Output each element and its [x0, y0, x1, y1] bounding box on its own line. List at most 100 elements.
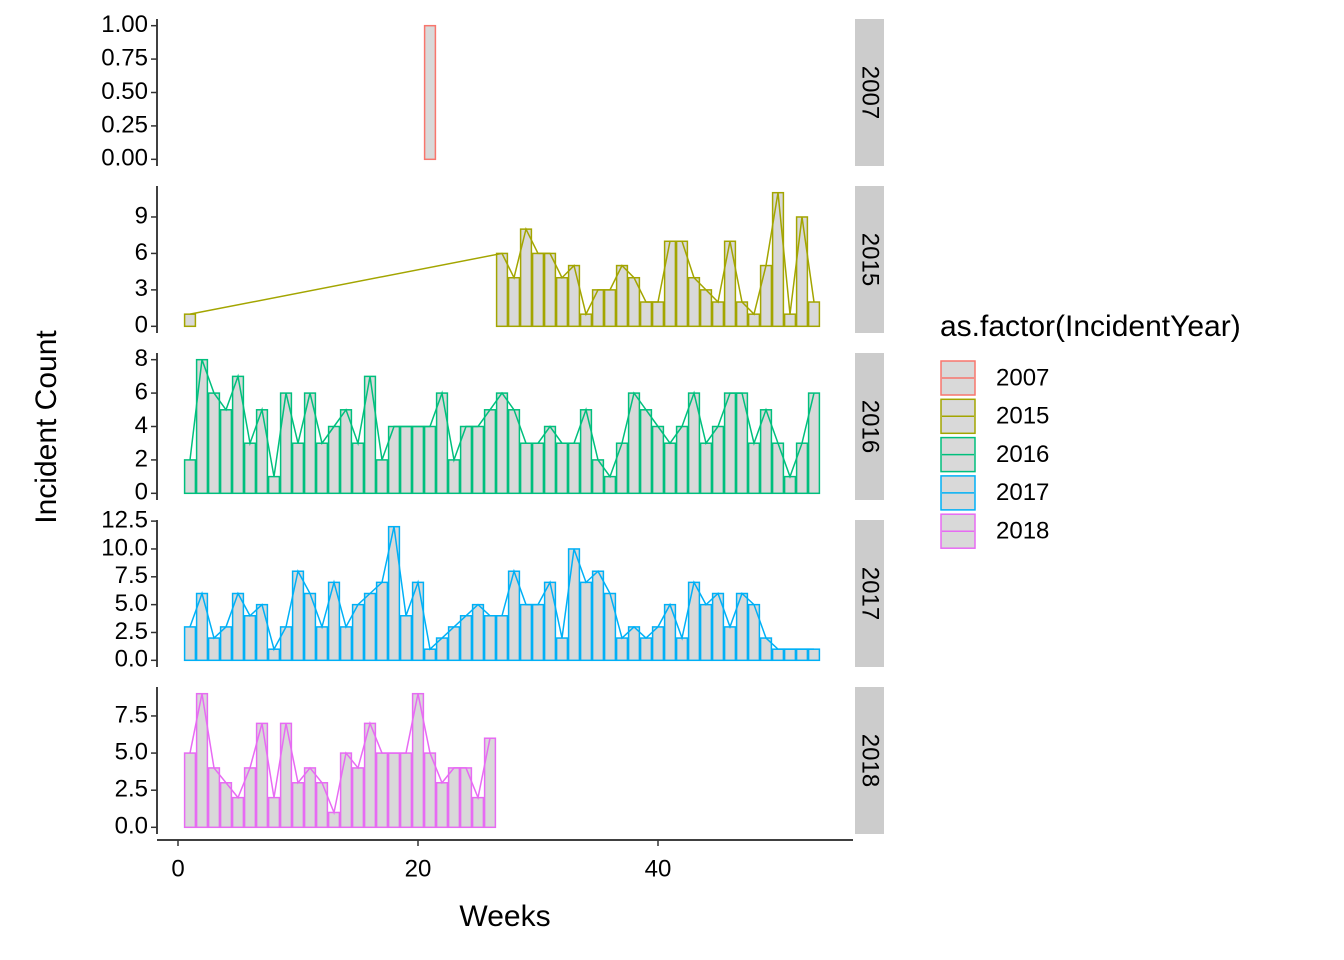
y-tick-label: 1.00 — [101, 11, 148, 38]
bar — [759, 264, 773, 328]
y-tick-label: 0.75 — [101, 44, 148, 71]
facet-strip — [855, 353, 884, 500]
bar — [723, 240, 737, 328]
bar — [531, 442, 545, 495]
bar — [711, 301, 725, 328]
y-tick-label: 8 — [135, 345, 148, 372]
bar — [783, 313, 797, 328]
y-tick-label: 7.5 — [115, 701, 148, 728]
bar — [423, 24, 437, 161]
bar — [243, 615, 257, 662]
bar — [207, 767, 221, 829]
bar — [243, 442, 257, 495]
y-tick-label: 5.0 — [115, 738, 148, 765]
facet-label: 2017 — [857, 567, 884, 620]
bar — [351, 767, 365, 829]
bar — [603, 289, 617, 328]
bar — [807, 648, 821, 662]
bar — [639, 409, 653, 495]
bar — [675, 425, 689, 495]
bar — [315, 442, 329, 495]
bar — [675, 637, 689, 662]
y-tick-label: 6 — [135, 378, 148, 405]
bar — [543, 425, 557, 495]
bar — [267, 796, 281, 829]
legend-label: 2018 — [996, 518, 1049, 545]
y-axis-title: Incident Count — [30, 330, 63, 524]
bar — [783, 475, 797, 495]
y-tick-label: 10.0 — [101, 534, 148, 561]
y-tick-label: 5.0 — [115, 590, 148, 617]
bar — [327, 811, 341, 829]
bar — [399, 752, 413, 829]
bar — [711, 425, 725, 495]
x-tick-label: 40 — [645, 855, 672, 882]
legend-label: 2015 — [996, 403, 1049, 430]
bar — [291, 782, 305, 829]
bar — [339, 626, 353, 662]
trend-line — [189, 526, 814, 652]
bar — [411, 425, 425, 495]
bar — [471, 425, 485, 495]
legend-label: 2007 — [996, 364, 1049, 391]
bar — [387, 752, 401, 829]
y-tick-label: 2.5 — [115, 618, 148, 645]
facet-label: 2016 — [857, 400, 884, 453]
bar — [399, 615, 413, 662]
bar — [483, 409, 497, 495]
y-tick-label: 0.0 — [115, 813, 148, 840]
bar — [603, 475, 617, 495]
bar — [375, 752, 389, 829]
bar — [207, 392, 221, 495]
bar — [423, 425, 437, 495]
bar — [363, 592, 377, 662]
trend-line — [189, 693, 491, 816]
bar — [699, 442, 713, 495]
bar — [555, 442, 569, 495]
bar — [795, 216, 809, 328]
bar — [555, 637, 569, 662]
y-tick-label: 0 — [135, 479, 148, 506]
bar — [771, 648, 785, 662]
bar — [435, 782, 449, 829]
bar — [591, 570, 605, 662]
bar — [315, 626, 329, 662]
bar — [771, 442, 785, 495]
trend-line — [189, 192, 815, 317]
bar — [699, 289, 713, 328]
bar — [267, 648, 281, 662]
y-tick-label: 7.5 — [115, 562, 148, 589]
bar — [627, 626, 641, 662]
bar — [219, 626, 233, 662]
bar — [375, 581, 389, 662]
bar — [423, 648, 437, 662]
bar — [471, 603, 485, 662]
y-tick-label: 6 — [135, 239, 148, 266]
bar — [495, 252, 509, 328]
bar — [183, 626, 197, 662]
bar — [495, 392, 509, 495]
bar — [723, 392, 737, 495]
bar — [219, 409, 233, 495]
bar — [543, 252, 557, 328]
y-tick-label: 2 — [135, 445, 148, 472]
bar — [579, 581, 593, 662]
bar — [339, 752, 353, 829]
bar — [783, 648, 797, 662]
bar — [567, 548, 581, 662]
bar — [375, 459, 389, 495]
y-tick-label: 12.5 — [101, 506, 148, 533]
bar — [195, 358, 209, 495]
bar — [447, 459, 461, 495]
bar — [639, 301, 653, 328]
legend-title: as.factor(IncidentYear) — [940, 310, 1241, 343]
y-tick-label: 2.5 — [115, 776, 148, 803]
bar — [279, 626, 293, 662]
trend-line — [189, 359, 815, 479]
bar — [543, 581, 557, 662]
bar — [531, 252, 545, 328]
bar — [219, 782, 233, 829]
y-tick-label: 4 — [135, 412, 148, 439]
bar — [435, 392, 449, 495]
